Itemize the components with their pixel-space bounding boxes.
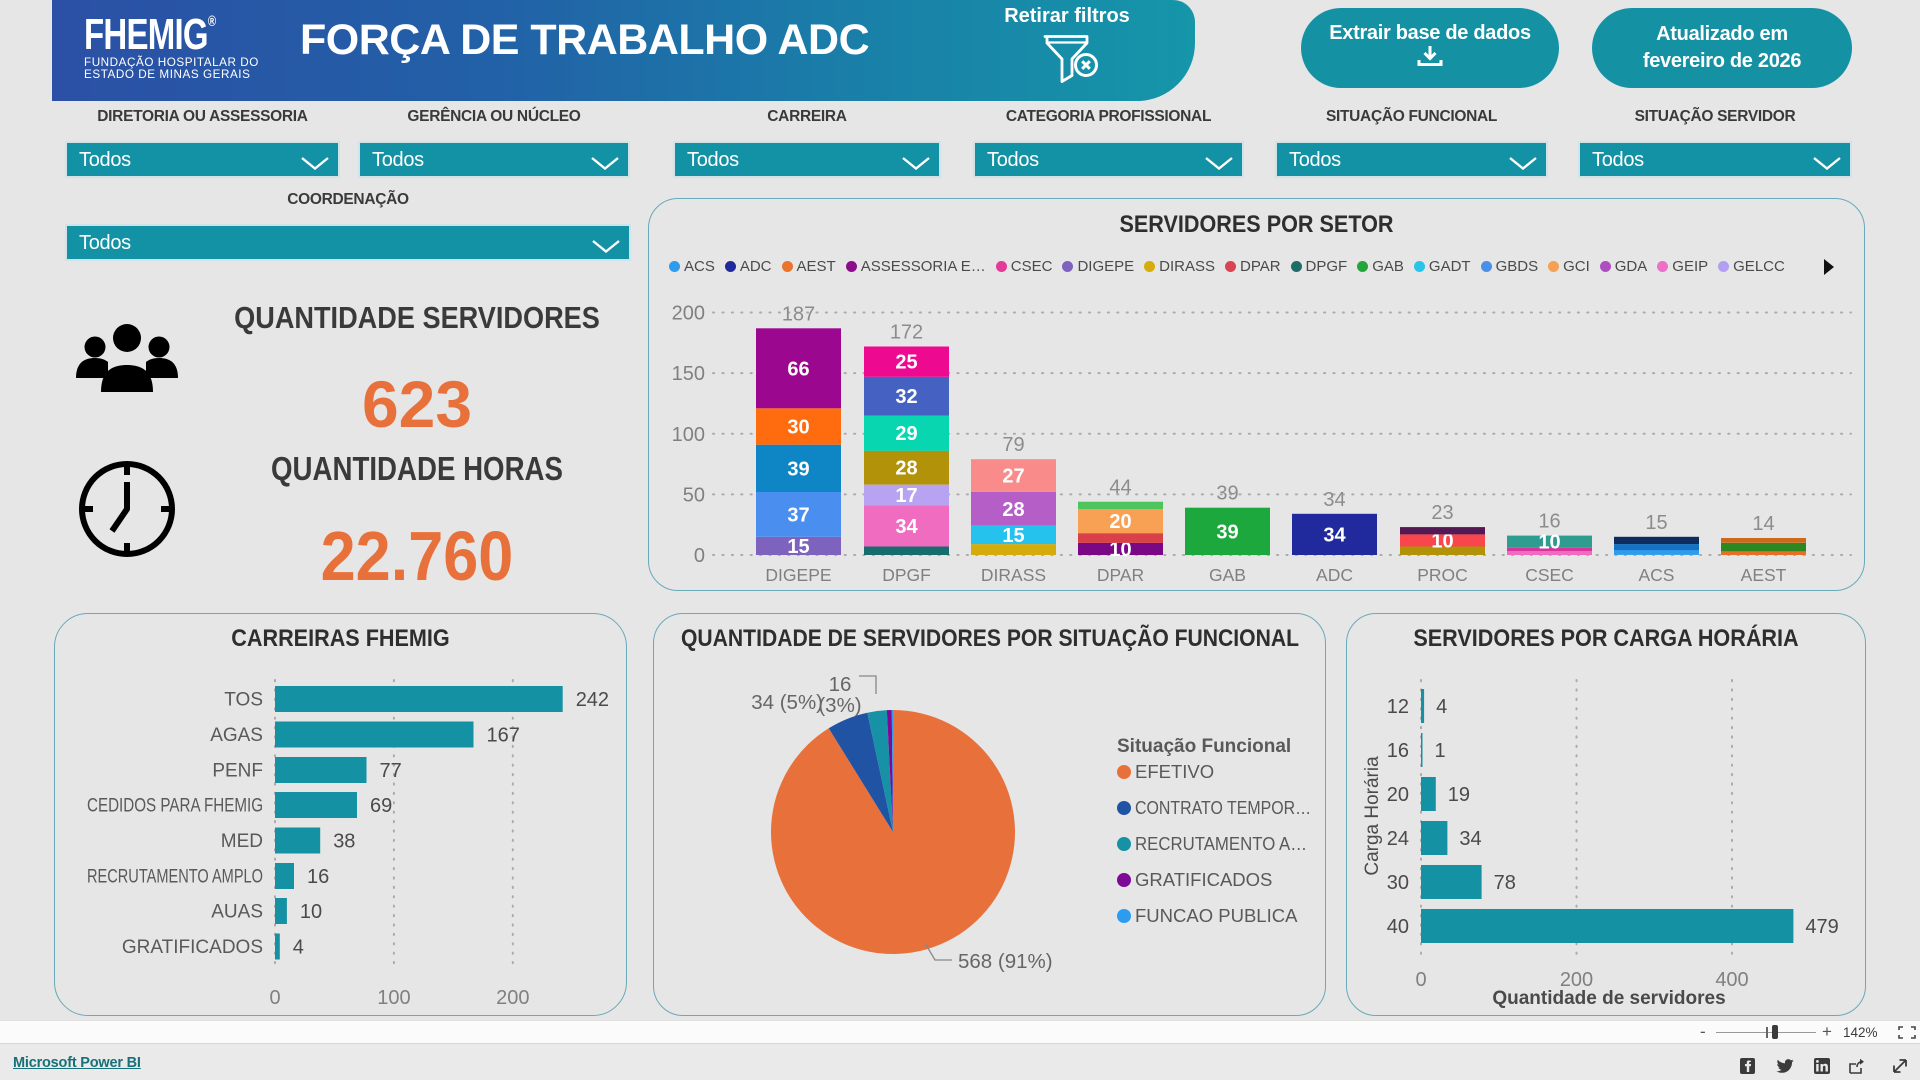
svg-text:30: 30 — [787, 417, 809, 439]
svg-text:242: 242 — [576, 689, 609, 711]
svg-text:15: 15 — [787, 536, 809, 558]
svg-text:4: 4 — [293, 937, 304, 959]
svg-text:34: 34 — [1459, 828, 1481, 850]
svg-text:10: 10 — [1538, 532, 1560, 554]
svg-text:27: 27 — [1002, 466, 1024, 488]
svg-text:32: 32 — [895, 386, 917, 408]
svg-text:19: 19 — [1448, 784, 1470, 806]
svg-text:AEST: AEST — [1741, 565, 1787, 585]
svg-text:200: 200 — [1560, 969, 1593, 991]
svg-text:Situação Funcional: Situação Funcional — [1117, 736, 1291, 757]
svg-text:GRATIFICADOS: GRATIFICADOS — [122, 937, 263, 958]
svg-text:RECRUTAMENTO A…: RECRUTAMENTO A… — [1135, 833, 1307, 854]
svg-text:100: 100 — [672, 424, 705, 446]
svg-text:RECRUTAMENTO AMPLO: RECRUTAMENTO AMPLO — [87, 867, 263, 888]
svg-text:DIRASS: DIRASS — [981, 565, 1046, 585]
svg-text:25: 25 — [895, 352, 917, 374]
svg-text:69: 69 — [370, 795, 392, 817]
svg-text:14: 14 — [1752, 513, 1774, 535]
svg-text:AGAS: AGAS — [210, 725, 263, 746]
svg-text:ACS: ACS — [1639, 565, 1675, 585]
svg-text:77: 77 — [380, 760, 402, 782]
svg-text:PROC: PROC — [1417, 565, 1468, 585]
svg-text:23: 23 — [1431, 502, 1453, 524]
svg-text:30: 30 — [1387, 872, 1409, 894]
svg-text:28: 28 — [895, 458, 917, 480]
svg-text:39: 39 — [1216, 483, 1238, 505]
svg-text:34: 34 — [1323, 489, 1345, 511]
svg-text:1: 1 — [1435, 740, 1446, 762]
svg-text:37: 37 — [787, 504, 809, 526]
svg-text:0: 0 — [269, 987, 280, 1009]
svg-text:38: 38 — [333, 831, 355, 853]
svg-text:GRATIFICADOS: GRATIFICADOS — [1135, 869, 1272, 890]
svg-text:100: 100 — [377, 987, 410, 1009]
svg-text:20: 20 — [1387, 784, 1409, 806]
svg-text:17: 17 — [895, 485, 917, 507]
svg-text:28: 28 — [1002, 499, 1024, 521]
svg-text:39: 39 — [787, 458, 809, 480]
svg-text:78: 78 — [1494, 872, 1516, 894]
svg-text:34: 34 — [895, 516, 918, 538]
svg-text:10: 10 — [1431, 530, 1453, 552]
svg-text:172: 172 — [890, 322, 923, 344]
svg-text:10: 10 — [300, 901, 322, 923]
svg-text:16: 16 — [1538, 511, 1560, 533]
svg-text:167: 167 — [487, 725, 520, 747]
svg-text:FUNCAO PUBLICA: FUNCAO PUBLICA — [1135, 905, 1298, 926]
svg-text:15: 15 — [1002, 525, 1024, 547]
svg-text:12: 12 — [1387, 696, 1409, 718]
svg-text:200: 200 — [496, 987, 529, 1009]
svg-text:ADC: ADC — [1316, 565, 1353, 585]
svg-text:DPGF: DPGF — [882, 565, 931, 585]
svg-text:PENF: PENF — [212, 761, 263, 782]
svg-text:200: 200 — [672, 303, 705, 325]
svg-text:Quantidade de servidores: Quantidade de servidores — [1492, 988, 1725, 1009]
svg-text:40: 40 — [1387, 916, 1409, 938]
svg-text:400: 400 — [1715, 969, 1748, 991]
svg-text:DPAR: DPAR — [1097, 565, 1144, 585]
svg-text:CEDIDOS PARA FHEMIG: CEDIDOS PARA FHEMIG — [87, 796, 263, 817]
svg-text:39: 39 — [1216, 521, 1238, 543]
svg-text:DIGEPE: DIGEPE — [765, 565, 831, 585]
svg-text:50: 50 — [683, 484, 705, 506]
svg-text:479: 479 — [1805, 916, 1838, 938]
svg-text:150: 150 — [672, 363, 705, 385]
svg-text:187: 187 — [782, 303, 815, 325]
svg-text:79: 79 — [1002, 434, 1024, 456]
svg-text:GAB: GAB — [1209, 565, 1246, 585]
svg-text:CONTRATO TEMPOR…: CONTRATO TEMPOR… — [1135, 797, 1311, 818]
svg-text:16: 16 — [829, 673, 852, 696]
svg-text:TOS: TOS — [224, 690, 263, 711]
svg-text:44: 44 — [1109, 477, 1131, 499]
svg-text:AUAS: AUAS — [211, 902, 263, 923]
svg-text:24: 24 — [1387, 828, 1409, 850]
svg-text:MED: MED — [221, 831, 263, 852]
svg-text:CSEC: CSEC — [1525, 565, 1574, 585]
svg-text:4: 4 — [1436, 696, 1447, 718]
svg-text:568 (91%): 568 (91%) — [958, 950, 1053, 973]
svg-text:34: 34 — [1323, 524, 1346, 546]
svg-text:EFETIVO: EFETIVO — [1135, 761, 1214, 782]
svg-text:20: 20 — [1109, 511, 1131, 533]
svg-text:Carga Horária: Carga Horária — [1362, 756, 1383, 876]
svg-text:29: 29 — [895, 423, 917, 445]
svg-text:0: 0 — [694, 545, 705, 567]
svg-text:(3%): (3%) — [818, 694, 861, 717]
svg-text:15: 15 — [1645, 512, 1667, 534]
svg-text:66: 66 — [787, 358, 809, 380]
svg-text:34 (5%): 34 (5%) — [751, 691, 823, 714]
svg-text:10: 10 — [1109, 539, 1131, 561]
svg-text:16: 16 — [1387, 740, 1409, 762]
svg-text:16: 16 — [307, 866, 329, 888]
svg-text:0: 0 — [1415, 969, 1426, 991]
